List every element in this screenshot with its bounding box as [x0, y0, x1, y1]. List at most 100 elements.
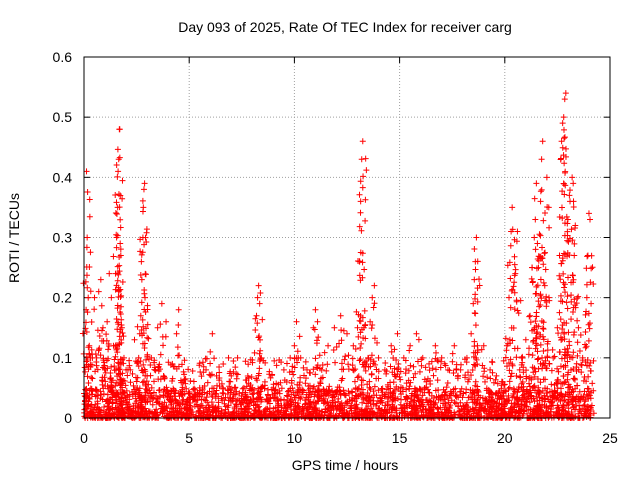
data-point-burst	[507, 304, 514, 311]
baseline-point	[475, 406, 482, 413]
baseline-point	[398, 391, 405, 398]
baseline-point	[302, 380, 309, 387]
data-point	[93, 354, 100, 361]
data-point-burst	[563, 299, 570, 306]
data-point-burst	[313, 340, 320, 347]
baseline-point	[405, 367, 412, 374]
baseline-point	[460, 390, 467, 397]
data-point-burst	[398, 396, 405, 403]
data-point-burst	[116, 262, 123, 269]
baseline-point	[230, 391, 237, 398]
data-point	[587, 216, 594, 223]
baseline-point	[526, 380, 533, 387]
y-tick-label: 0.1	[53, 350, 73, 366]
baseline-point	[507, 356, 514, 363]
baseline-point	[403, 394, 410, 401]
y-tick-label: 0.5	[53, 109, 73, 125]
data-point-burst	[571, 376, 578, 383]
baseline-point	[375, 405, 382, 412]
x-axis-label: GPS time / hours	[292, 457, 399, 473]
data-point-burst	[356, 317, 363, 324]
baseline-point	[382, 360, 389, 367]
baseline-point	[306, 403, 313, 410]
data-point-burst	[103, 331, 110, 338]
data-point-burst	[83, 263, 90, 270]
baseline-point	[344, 411, 351, 418]
data-point-burst	[92, 350, 99, 357]
data-point-burst	[587, 367, 594, 374]
baseline-point	[457, 399, 464, 406]
x-tick-label: 20	[497, 430, 513, 446]
baseline-point	[158, 405, 165, 412]
data-point	[419, 354, 426, 361]
data-point	[532, 216, 539, 223]
data-point	[141, 180, 148, 187]
baseline-point	[151, 378, 158, 385]
data-point-burst	[540, 279, 547, 286]
data-point	[234, 354, 241, 361]
baseline-point	[184, 399, 191, 406]
baseline-point	[249, 359, 256, 366]
baseline-point	[184, 407, 191, 414]
baseline-point	[370, 388, 377, 395]
data-point-burst	[114, 277, 121, 284]
baseline-point	[287, 385, 294, 392]
baseline-point	[489, 359, 496, 366]
baseline-point	[169, 406, 176, 413]
data-point	[85, 294, 92, 301]
baseline-point	[419, 399, 426, 406]
baseline-point	[191, 385, 198, 392]
baseline-point	[486, 410, 493, 417]
data-point	[539, 138, 546, 145]
data-point	[293, 318, 300, 325]
data-point-burst	[355, 373, 362, 380]
data-point-burst	[323, 367, 330, 374]
data-point-burst	[562, 145, 569, 152]
data-point	[533, 180, 540, 187]
data-point-burst	[533, 283, 540, 290]
baseline-point	[336, 402, 343, 409]
baseline-point	[510, 393, 517, 400]
baseline-point	[99, 396, 106, 403]
baseline-point	[85, 379, 92, 386]
data-point-burst	[537, 232, 544, 239]
data-point	[158, 300, 165, 307]
data-point-burst	[134, 323, 141, 330]
data-point	[432, 342, 439, 349]
baseline-point	[381, 391, 388, 398]
baseline-point	[423, 378, 430, 385]
data-point-burst	[472, 266, 479, 273]
data-point-burst	[99, 327, 105, 334]
y-tick-label: 0.6	[53, 49, 73, 65]
baseline-point	[233, 402, 240, 409]
baseline-point	[157, 409, 164, 416]
baseline-point	[231, 405, 238, 412]
baseline-point	[334, 384, 341, 391]
data-point-burst	[472, 310, 479, 317]
data-point	[531, 234, 538, 241]
y-tick-label: 0	[64, 410, 72, 426]
baseline-point	[184, 404, 191, 411]
data-point-burst	[582, 311, 589, 318]
baseline-point	[469, 366, 476, 373]
data-point	[337, 312, 344, 319]
data-point-burst	[357, 209, 364, 216]
baseline-point	[495, 413, 502, 420]
baseline-point	[324, 399, 331, 406]
baseline-point	[211, 355, 218, 362]
baseline-point	[321, 411, 328, 418]
baseline-point	[181, 357, 188, 364]
data-point	[369, 294, 376, 301]
baseline-point	[523, 388, 530, 395]
data-point-burst	[332, 359, 339, 366]
baseline-point	[453, 361, 460, 368]
data-point-burst	[506, 378, 513, 385]
data-point-burst	[558, 204, 565, 211]
baseline-point	[157, 376, 164, 383]
baseline-point	[275, 400, 282, 407]
baseline-point	[296, 391, 303, 398]
baseline-point	[325, 402, 332, 409]
data-point-burst	[570, 198, 577, 205]
data-point	[538, 156, 545, 163]
data-point-burst	[588, 252, 595, 259]
